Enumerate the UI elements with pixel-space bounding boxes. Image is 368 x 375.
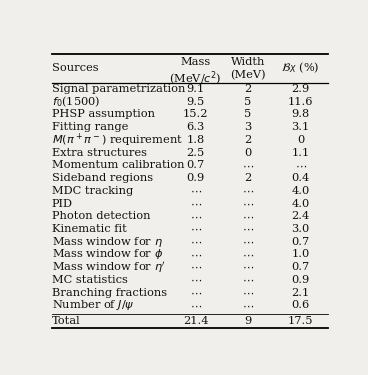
Text: Width: Width [231, 57, 265, 68]
Text: $M(\pi^+\pi^-)$ requirement: $M(\pi^+\pi^-)$ requirement [52, 131, 183, 148]
Text: (MeV): (MeV) [230, 70, 266, 80]
Text: 1.8: 1.8 [187, 135, 205, 145]
Text: Mass window for $\eta^{\prime}$: Mass window for $\eta^{\prime}$ [52, 260, 166, 275]
Text: 3.0: 3.0 [291, 224, 310, 234]
Text: $\cdots$: $\cdots$ [242, 224, 254, 234]
Text: 15.2: 15.2 [183, 110, 208, 119]
Text: 0.7: 0.7 [187, 160, 205, 170]
Text: $\cdots$: $\cdots$ [190, 224, 202, 234]
Text: $\cdots$: $\cdots$ [190, 186, 202, 196]
Text: Mass window for $\eta$: Mass window for $\eta$ [52, 235, 163, 249]
Text: $\cdots$: $\cdots$ [190, 288, 202, 298]
Text: Number of $J/\psi$: Number of $J/\psi$ [52, 298, 134, 312]
Text: 2.4: 2.4 [291, 211, 310, 221]
Text: $f_0$(1500): $f_0$(1500) [52, 94, 100, 109]
Text: 9.8: 9.8 [291, 110, 310, 119]
Text: Total: Total [52, 316, 80, 326]
Text: 11.6: 11.6 [288, 97, 314, 106]
Text: $\mathcal{B}_X$ (%): $\mathcal{B}_X$ (%) [282, 61, 320, 75]
Text: 9.5: 9.5 [187, 97, 205, 106]
Text: 0.7: 0.7 [291, 262, 310, 272]
Text: $\cdots$: $\cdots$ [190, 262, 202, 272]
Text: 5: 5 [244, 110, 252, 119]
Text: 0.4: 0.4 [291, 173, 310, 183]
Text: $\cdots$: $\cdots$ [242, 262, 254, 272]
Text: $\cdots$: $\cdots$ [242, 237, 254, 247]
Text: 9.1: 9.1 [187, 84, 205, 94]
Text: 5: 5 [244, 97, 252, 106]
Text: Mass window for $\phi$: Mass window for $\phi$ [52, 248, 163, 261]
Text: 0.7: 0.7 [291, 237, 310, 247]
Text: $\cdots$: $\cdots$ [190, 249, 202, 259]
Text: MC statistics: MC statistics [52, 275, 128, 285]
Text: Mass: Mass [180, 57, 211, 68]
Text: 17.5: 17.5 [288, 316, 314, 326]
Text: 3.1: 3.1 [291, 122, 310, 132]
Text: 2.5: 2.5 [187, 148, 205, 158]
Text: $\cdots$: $\cdots$ [242, 275, 254, 285]
Text: $\cdots$: $\cdots$ [242, 186, 254, 196]
Text: $\cdots$: $\cdots$ [242, 300, 254, 310]
Text: 6.3: 6.3 [187, 122, 205, 132]
Text: MDC tracking: MDC tracking [52, 186, 133, 196]
Text: $\cdots$: $\cdots$ [242, 198, 254, 208]
Text: 1.0: 1.0 [291, 249, 310, 259]
Text: $\cdots$: $\cdots$ [190, 300, 202, 310]
Text: 0: 0 [244, 148, 252, 158]
Text: Sources: Sources [52, 63, 98, 73]
Text: $\cdots$: $\cdots$ [295, 160, 307, 170]
Text: Branching fractions: Branching fractions [52, 288, 167, 298]
Text: $\cdots$: $\cdots$ [190, 211, 202, 221]
Text: PID: PID [52, 198, 73, 208]
Text: 4.0: 4.0 [291, 186, 310, 196]
Text: Signal parametrization: Signal parametrization [52, 84, 185, 94]
Text: 0: 0 [297, 135, 304, 145]
Text: $\cdots$: $\cdots$ [242, 249, 254, 259]
Text: Extra structures: Extra structures [52, 148, 147, 158]
Text: $\cdots$: $\cdots$ [190, 237, 202, 247]
Text: Kinematic fit: Kinematic fit [52, 224, 127, 234]
Text: 2: 2 [244, 84, 252, 94]
Text: $\cdots$: $\cdots$ [242, 288, 254, 298]
Text: Fitting range: Fitting range [52, 122, 128, 132]
Text: 4.0: 4.0 [291, 198, 310, 208]
Text: (MeV/$c^2$): (MeV/$c^2$) [169, 70, 222, 88]
Text: 9: 9 [244, 316, 252, 326]
Text: 0.6: 0.6 [291, 300, 310, 310]
Text: Momentum calibration: Momentum calibration [52, 160, 184, 170]
Text: Photon detection: Photon detection [52, 211, 150, 221]
Text: $\cdots$: $\cdots$ [242, 211, 254, 221]
Text: 0.9: 0.9 [291, 275, 310, 285]
Text: 3: 3 [244, 122, 252, 132]
Text: 0.9: 0.9 [187, 173, 205, 183]
Text: 2: 2 [244, 135, 252, 145]
Text: 21.4: 21.4 [183, 316, 208, 326]
Text: 1.1: 1.1 [291, 148, 310, 158]
Text: PHSP assumption: PHSP assumption [52, 110, 155, 119]
Text: $\cdots$: $\cdots$ [190, 275, 202, 285]
Text: 2.1: 2.1 [291, 288, 310, 298]
Text: $\cdots$: $\cdots$ [242, 160, 254, 170]
Text: 2.9: 2.9 [291, 84, 310, 94]
Text: $\cdots$: $\cdots$ [190, 198, 202, 208]
Text: 2: 2 [244, 173, 252, 183]
Text: Sideband regions: Sideband regions [52, 173, 153, 183]
